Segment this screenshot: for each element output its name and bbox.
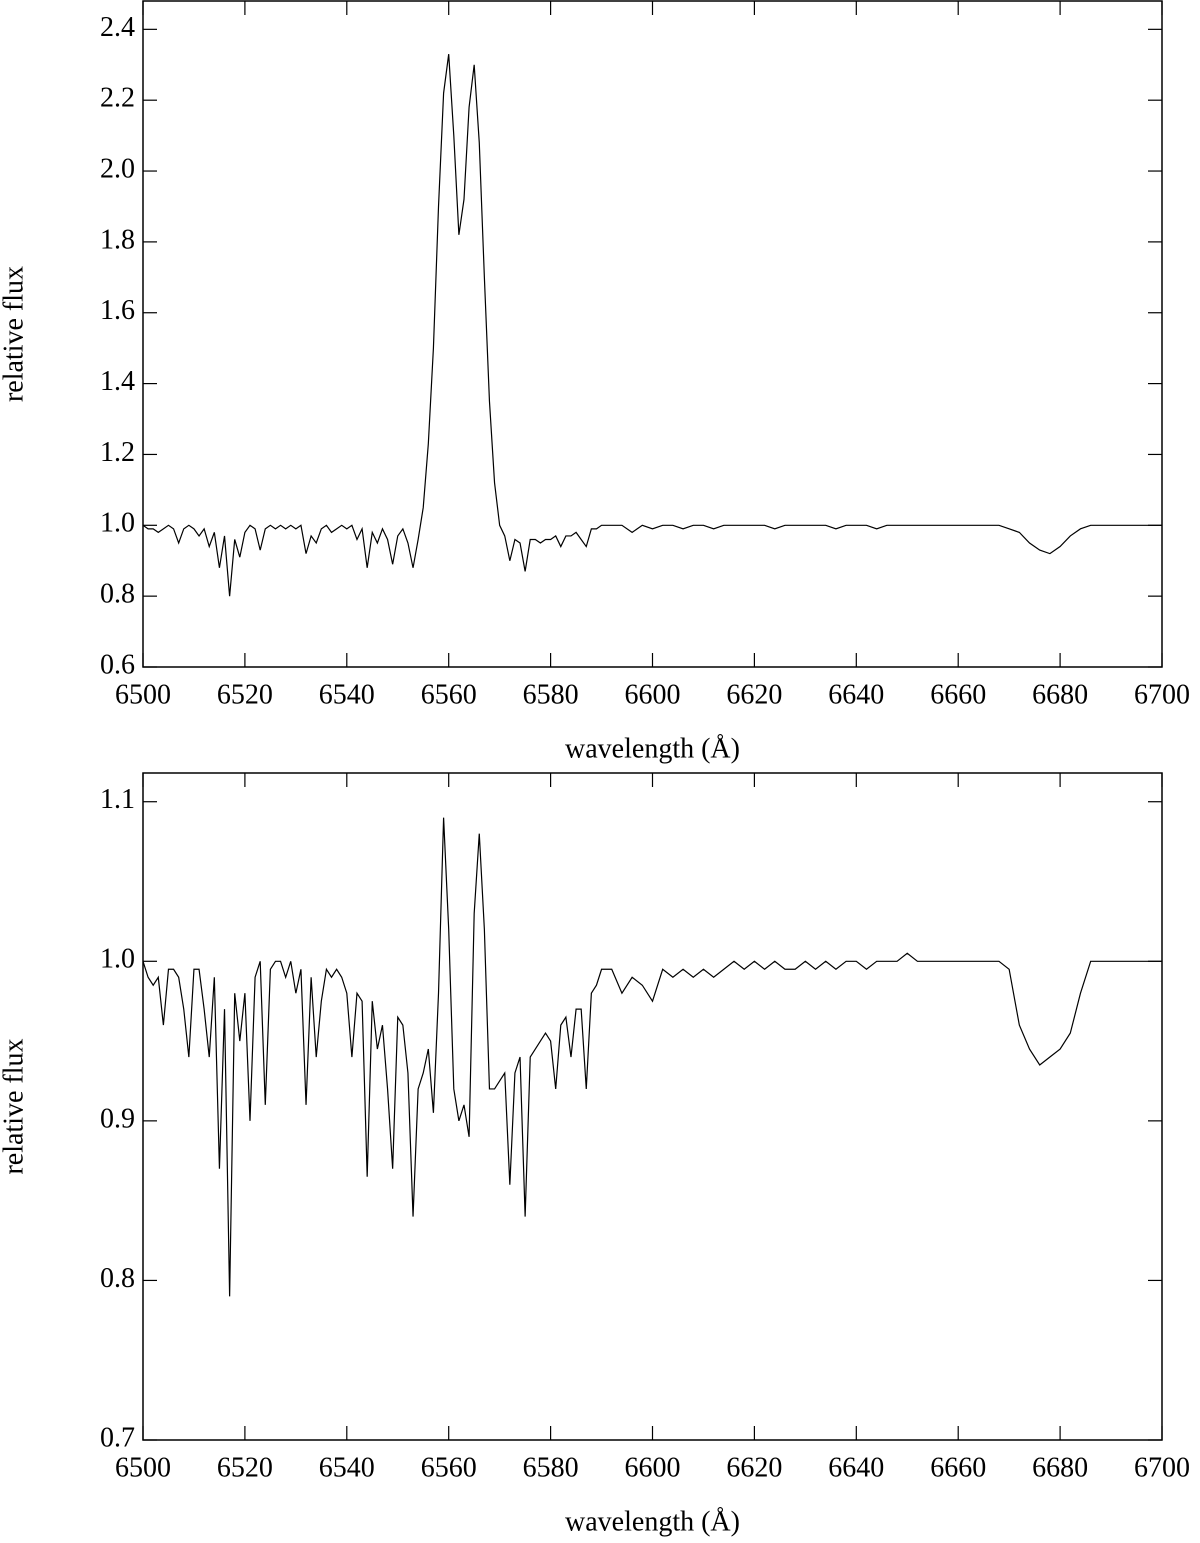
x-tick-label: 6540: [319, 1452, 375, 1483]
x-tick-label: 6560: [421, 679, 477, 710]
x-tick-label: 6680: [1032, 1452, 1088, 1483]
x-tick-label: 6540: [319, 679, 375, 710]
x-tick-label: 6620: [726, 1452, 782, 1483]
x-tick-label: 6620: [726, 679, 782, 710]
x-tick-label: 6520: [217, 1452, 273, 1483]
x-tick-label: 6500: [115, 679, 171, 710]
x-tick-label: 6600: [625, 1452, 681, 1483]
x-tick-label: 6560: [421, 1452, 477, 1483]
y-tick-label: 0.8: [100, 579, 135, 610]
y-tick-label: 1.0: [100, 508, 135, 539]
x-tick-label: 6500: [115, 1452, 171, 1483]
x-axis-label: wavelength (Å): [565, 1506, 740, 1537]
x-tick-label: 6520: [217, 679, 273, 710]
y-tick-label: 0.9: [100, 1103, 135, 1134]
plot-frame: [142, 772, 1163, 1441]
y-tick-label: 0.8: [100, 1263, 135, 1294]
y-tick-label: 0.7: [100, 1422, 135, 1453]
x-tick-label: 6700: [1134, 679, 1190, 710]
x-tick-label: 6580: [523, 1452, 579, 1483]
y-tick-label: 2.4: [100, 12, 135, 43]
y-axis-label: relative flux: [0, 266, 29, 402]
x-tick-label: 6640: [828, 679, 884, 710]
y-tick-label: 0.6: [100, 649, 135, 680]
x-tick-label: 6580: [523, 679, 579, 710]
y-tick-label: 1.8: [100, 224, 135, 255]
x-tick-label: 6700: [1134, 1452, 1190, 1483]
x-tick-label: 6660: [930, 679, 986, 710]
y-tick-label: 1.6: [100, 295, 135, 326]
y-tick-label: 2.0: [100, 153, 135, 184]
y-tick-label: 1.0: [100, 944, 135, 975]
y-tick-label: 1.1: [100, 784, 135, 815]
plot-frame: [142, 0, 1163, 668]
x-tick-label: 6640: [828, 1452, 884, 1483]
y-axis-label: relative flux: [0, 1038, 29, 1174]
spectrum-line: [142, 817, 1162, 1297]
x-tick-label: 6660: [930, 1452, 986, 1483]
spectrum-line: [142, 54, 1162, 597]
y-tick-label: 2.2: [100, 83, 135, 114]
y-tick-label: 1.2: [100, 437, 135, 468]
x-tick-label: 6680: [1032, 679, 1088, 710]
x-axis-label: wavelength (Å): [565, 733, 740, 764]
y-tick-label: 1.4: [100, 366, 135, 397]
x-tick-label: 6600: [625, 679, 681, 710]
